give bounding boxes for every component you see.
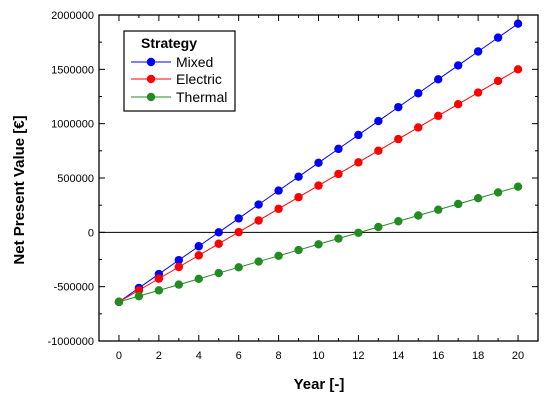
x-tick-label: 0 (116, 350, 122, 362)
y-tick-label: 1000000 (51, 119, 94, 131)
legend-marker-thermal (146, 92, 156, 102)
legend-marker-mixed (146, 57, 156, 67)
y-tick-label: 1500000 (51, 64, 94, 76)
data-point-thermal (174, 280, 184, 289)
data-point-mixed (493, 33, 503, 42)
legend-label-thermal: Thermal (176, 89, 227, 105)
data-point-electric (274, 204, 283, 214)
data-point-electric (414, 123, 423, 132)
data-point-mixed (394, 102, 403, 112)
data-point-thermal (434, 205, 443, 214)
data-point-thermal (274, 251, 283, 261)
data-point-electric (354, 158, 363, 167)
axis-layer: 0 2 4 6 8 10 12 14 16 18 20 -1000000 -500000 0 500000 1… (48, 10, 539, 362)
data-point-thermal (453, 199, 463, 209)
data-point-mixed (294, 172, 303, 181)
legend-box (123, 30, 236, 112)
data-point-mixed (513, 19, 523, 28)
data-point-mixed (274, 186, 283, 195)
data-point-electric (154, 274, 164, 283)
data-point-thermal (134, 291, 144, 301)
y-tick-label: 0 (88, 227, 94, 239)
data-point-thermal (294, 245, 303, 255)
data-point-electric (334, 169, 343, 179)
data-point-mixed (453, 61, 463, 70)
legend-marker-electric (146, 74, 156, 84)
data-point-thermal (473, 194, 483, 203)
data-point-mixed (214, 228, 223, 237)
data-point-thermal (154, 286, 164, 295)
data-point-electric (374, 146, 383, 155)
x-tick-label: 6 (236, 350, 242, 362)
x-tick-label: 2 (156, 350, 162, 362)
data-point-thermal (114, 297, 124, 307)
data-point-thermal (254, 257, 263, 266)
x-tick-label: 14 (392, 350, 404, 362)
data-point-thermal (234, 263, 243, 272)
data-point-mixed (314, 158, 323, 167)
data-point-electric (453, 100, 463, 109)
data-point-thermal (493, 188, 503, 197)
data-point-thermal (334, 234, 343, 243)
data-point-thermal (513, 182, 523, 191)
data-point-electric (174, 262, 184, 272)
data-point-thermal (414, 211, 423, 220)
legend-title: Strategy (141, 35, 197, 51)
legend-label-mixed: Mixed (176, 54, 213, 70)
y-tick-label: 500000 (57, 173, 94, 185)
data-point-mixed (414, 89, 423, 98)
data-point-electric (254, 216, 263, 225)
y-tick-label: -1000000 (48, 336, 95, 348)
data-point-mixed (473, 47, 483, 56)
data-point-thermal (314, 240, 323, 249)
data-point-thermal (354, 228, 363, 237)
data-point-mixed (434, 75, 443, 84)
data-point-thermal (194, 274, 203, 284)
data-point-electric (394, 134, 403, 144)
data-point-mixed (254, 200, 263, 209)
y-tick-label: 2000000 (51, 10, 94, 22)
data-point-electric (493, 76, 503, 86)
data-point-mixed (194, 242, 203, 251)
y-tick-label: -500000 (54, 282, 94, 294)
data-point-electric (294, 193, 303, 202)
data-point-mixed (334, 144, 343, 154)
data-point-electric (214, 239, 223, 248)
x-tick-label: 10 (312, 350, 324, 362)
data-point-electric (314, 181, 323, 190)
data-point-mixed (354, 130, 363, 140)
x-tick-label: 16 (432, 350, 444, 362)
data-point-electric (134, 286, 144, 295)
data-point-mixed (374, 116, 383, 126)
data-point-electric (434, 111, 443, 121)
x-tick-label: 12 (352, 350, 364, 362)
x-tick-label: 20 (512, 350, 524, 362)
x-axis-title: Year [-] (294, 376, 345, 393)
data-point-mixed (174, 255, 184, 265)
x-tick-label: 4 (196, 350, 202, 362)
data-point-electric (234, 227, 243, 237)
legend-label-electric: Electric (176, 71, 222, 87)
data-point-thermal (214, 268, 223, 278)
plot-layer (99, 19, 538, 307)
data-point-electric (513, 65, 523, 74)
data-point-mixed (234, 214, 243, 223)
data-point-thermal (374, 222, 383, 232)
x-tick-label: 8 (276, 350, 282, 362)
data-point-electric (473, 88, 483, 97)
data-point-thermal (394, 217, 403, 226)
data-point-electric (194, 251, 203, 260)
x-tick-label: 18 (472, 350, 484, 362)
y-axis-title: Net Present Value [€] (11, 115, 28, 264)
